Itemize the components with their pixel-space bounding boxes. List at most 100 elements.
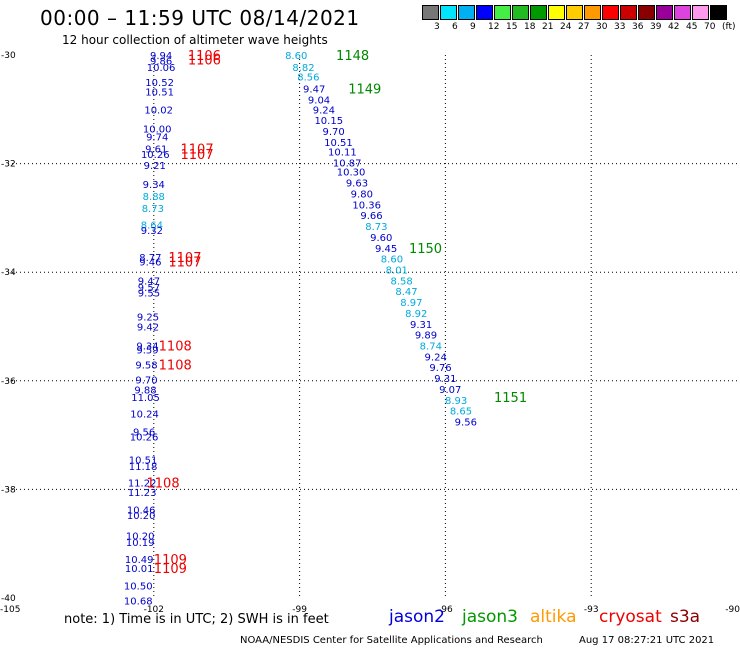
pass-time-label: 1149: [348, 83, 381, 98]
x-tick-label: -99: [292, 605, 307, 615]
x-tick-label: -90: [725, 605, 740, 615]
wave-height-value: 9.46: [139, 257, 161, 268]
wave-height-value: 10.51: [324, 138, 353, 149]
wave-height-value: 9.57: [138, 283, 160, 294]
wave-height-value: 9.32: [141, 226, 163, 237]
scale-swatch: [458, 5, 475, 20]
wave-height-value: 10.49: [125, 555, 154, 566]
wave-height-value: 9.70: [135, 376, 157, 387]
wave-height-value: 8.77: [139, 253, 161, 264]
wave-height-value: 8.01: [386, 265, 408, 276]
pass-time-label: 1150: [409, 242, 442, 257]
wave-height-value: 9.88: [134, 385, 156, 396]
note-text: note: 1) Time is in UTC; 2) SWH is in fe…: [64, 612, 329, 627]
wave-height-value: 9.58: [135, 361, 157, 372]
wave-height-value: 10.51: [129, 456, 158, 467]
chart-subtitle: 12 hour collection of altimeter wave hei…: [62, 33, 328, 47]
wave-height-value: 9.60: [370, 233, 392, 244]
y-tick-label: -36: [1, 377, 16, 387]
scale-label: 42: [668, 22, 680, 32]
wave-height-value: 9.70: [322, 127, 344, 138]
wave-height-value: 10.52: [145, 78, 174, 89]
wave-height-value: 9.56: [455, 418, 477, 429]
scale-swatch: [512, 5, 529, 20]
pass-time-label: 1106: [188, 53, 221, 68]
pass-time-label: 1109: [154, 553, 187, 568]
wave-height-value: 9.42: [137, 323, 159, 334]
scale-swatch: [638, 5, 655, 20]
wave-height-value: 10.26: [130, 433, 159, 444]
pass-time-label: 1109: [154, 562, 187, 577]
scale-swatch: [422, 5, 439, 20]
wave-height-value: 8.47: [395, 287, 417, 298]
wave-height-value: 10.24: [130, 409, 159, 420]
scale-swatch: [710, 5, 727, 20]
timestamp-text: Aug 17 08:27:21 UTC 2021: [579, 635, 715, 646]
pass-time-label: 1108: [159, 340, 192, 355]
wave-height-value: 8.56: [297, 73, 319, 84]
scale-swatch: [548, 5, 565, 20]
pass-time-label: 1148: [336, 49, 369, 64]
wave-height-value: 8.64: [141, 220, 163, 231]
wave-height-value: 9.31: [410, 320, 432, 331]
wave-height-value: 10.19: [126, 538, 155, 549]
scale-label: 3: [434, 22, 440, 32]
wave-height-value: 10.20: [127, 511, 156, 522]
scale-label: 24: [560, 22, 572, 32]
satellite-label: s3a: [670, 607, 701, 627]
satellite-label: cryosat: [599, 607, 662, 627]
y-tick-label: -30: [1, 51, 16, 61]
axis-ticks: -105 -102 -99 -96 -93 -90 -30 -32 -34 -36 -38 -40: [0, 51, 740, 615]
wave-height-value: 8.97: [400, 298, 422, 309]
pass-time-label: 1108: [159, 359, 192, 374]
wave-height-value: 8.60: [285, 51, 307, 62]
pass-time-label: 1107: [181, 148, 214, 163]
scale-swatch: [602, 5, 619, 20]
scale-label: 27: [578, 22, 590, 32]
scale-label: 15: [506, 22, 518, 32]
wave-height-value: 10.51: [145, 87, 174, 98]
wave-height-value: 10.36: [352, 200, 381, 211]
scale-label: 18: [524, 22, 536, 32]
wave-height-value: 10.01: [125, 564, 154, 575]
wave-height-value: 9.21: [144, 161, 166, 172]
scale-label: 45: [686, 22, 698, 32]
scale-swatch: [440, 5, 457, 20]
y-tick-label: -34: [1, 268, 16, 278]
wave-height-value: 10.15: [314, 116, 343, 127]
y-tick-label: -32: [1, 160, 16, 170]
pass-time-label: 1107: [168, 251, 201, 266]
scale-swatch: [494, 5, 511, 20]
wave-height-value: 9.45: [375, 244, 397, 255]
wave-height-value: 10.00: [143, 124, 172, 135]
y-tick-label: -40: [1, 594, 16, 604]
wave-height-value: 9.25: [137, 313, 159, 324]
wave-height-value: 10.87: [333, 159, 362, 170]
wave-height-value: 9.59: [136, 345, 158, 356]
wave-height-value: 8.58: [391, 276, 413, 287]
pass-time-label: 1108: [147, 476, 180, 491]
scale-swatch: [530, 5, 547, 20]
wave-height-value: 9.04: [308, 96, 330, 107]
scale-label: 36: [632, 22, 644, 32]
pass-time-label: 1107: [181, 142, 214, 157]
x-tick-label: -93: [584, 605, 599, 615]
wave-height-value: 9.66: [360, 211, 382, 222]
wave-height-value: 9.47: [138, 276, 160, 287]
scale-label: 39: [650, 22, 662, 32]
wave-height-value: 8.74: [420, 342, 442, 353]
wave-height-value: 11.22: [128, 478, 157, 489]
scale-swatch: [674, 5, 691, 20]
wave-height-value: 10.68: [124, 597, 153, 608]
scale-label: 70: [704, 22, 716, 32]
scale-label: 6: [452, 22, 458, 32]
scale-swatch: [584, 5, 601, 20]
y-tick-label: -38: [1, 485, 16, 495]
wave-height-value: 8.65: [450, 407, 472, 418]
scale-swatch: [476, 5, 493, 20]
scale-swatch: [656, 5, 673, 20]
scale-swatch: [692, 5, 709, 20]
wave-height-value: 8.92: [405, 309, 427, 320]
satellite-label: jason3: [462, 607, 518, 627]
wave-height-value: 9.24: [425, 352, 447, 363]
